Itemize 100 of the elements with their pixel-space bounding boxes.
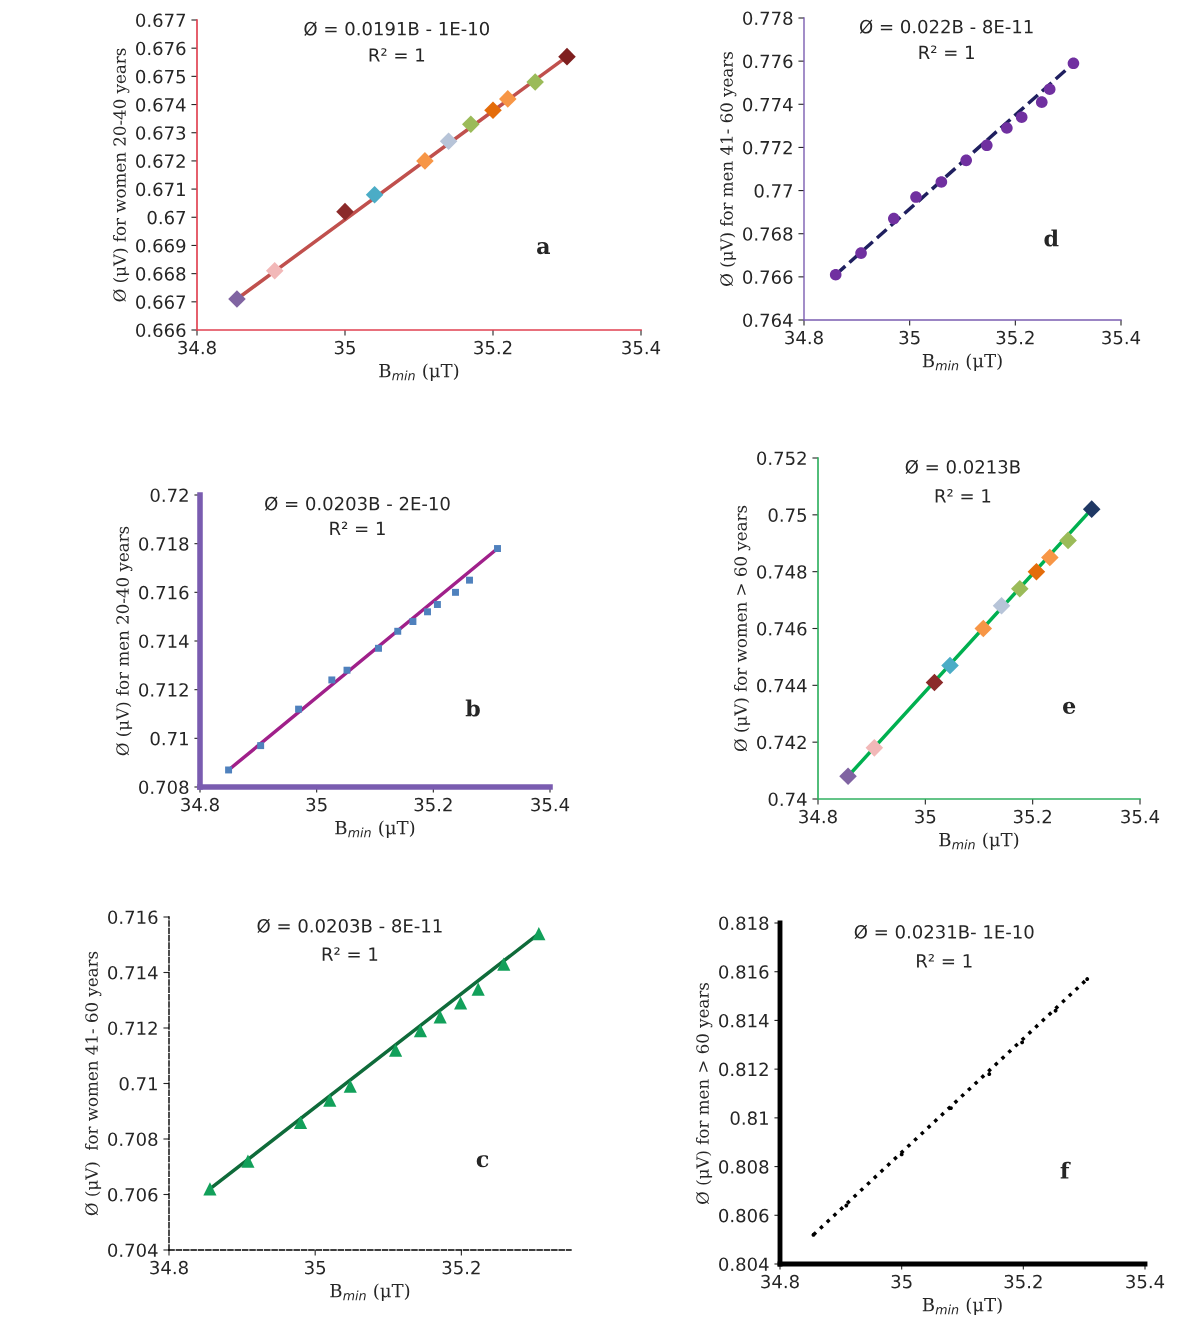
point (203, 1182, 217, 1196)
point (948, 1106, 953, 1111)
y-tick-label: 0.714 (139, 634, 189, 649)
x-tick-label: 35.4 (1102, 330, 1141, 345)
point (424, 608, 431, 616)
point (497, 957, 511, 971)
point (409, 618, 417, 626)
y-tick-label: 0.668 (136, 267, 186, 281)
y-tick-label: 0.818 (719, 916, 769, 931)
annotation: a (537, 242, 551, 255)
y-tick-label: 0.666 (136, 323, 186, 338)
y-tick-label: 0.768 (743, 227, 793, 241)
y-tick-label: 0.669 (136, 238, 186, 253)
y-tick-label: 0.71 (119, 1076, 157, 1091)
y-tick-label: 0.675 (136, 69, 186, 84)
y-tick-label: 0.674 (136, 98, 186, 112)
y-tick-label: 0.778 (743, 11, 793, 26)
point (257, 742, 265, 750)
point (1067, 57, 1080, 70)
x-tick-label: 35.2 (474, 340, 512, 355)
annotation: R² = 1 (917, 954, 972, 968)
annotation: R² = 1 (322, 947, 378, 961)
x-tick-label: 34.8 (761, 1274, 799, 1289)
point (1059, 531, 1077, 550)
y-tick-label: 0.676 (136, 41, 186, 56)
x-tick-label: 34.8 (785, 330, 823, 345)
y-tick-label: 0.667 (136, 295, 186, 309)
point (241, 1154, 255, 1168)
point (452, 588, 459, 596)
point (974, 619, 993, 638)
point (433, 1010, 447, 1024)
y-tick-label: 0.714 (108, 965, 158, 980)
point (1020, 1040, 1025, 1045)
x-tick-label: 35.2 (1004, 1274, 1042, 1289)
point (293, 1115, 308, 1129)
point (328, 676, 336, 684)
annotation: e (1063, 701, 1076, 714)
point (899, 1152, 904, 1157)
annotation: Ø = 0.0231B- 1E-10 (854, 924, 1034, 940)
x-tick-label: 35 (334, 340, 355, 355)
point (494, 545, 501, 553)
y-tick-label: 0.81 (730, 1111, 768, 1125)
x-axis-title: B$_{min}$ (μT) (330, 1283, 410, 1301)
point (394, 627, 402, 635)
x-tick-label: 34.8 (181, 797, 219, 812)
point (855, 247, 867, 259)
point (295, 705, 303, 713)
y-tick-label: 0.766 (743, 270, 793, 284)
point (462, 115, 480, 134)
y-tick-label: 0.814 (719, 1013, 769, 1028)
y-tick-label: 0.744 (757, 678, 807, 693)
point (1035, 96, 1048, 108)
x-tick-label: 35.2 (442, 1260, 480, 1275)
annotation: R² = 1 (330, 521, 385, 535)
x-tick-label: 35.4 (531, 797, 570, 812)
x-tick-label: 35.2 (1013, 809, 1051, 824)
annotation: b (465, 699, 480, 717)
annotation: c (476, 1155, 489, 1168)
point (499, 90, 517, 108)
point (532, 927, 546, 941)
y-tick-label: 0.746 (757, 621, 807, 636)
x-tick-label: 35.4 (1121, 809, 1160, 824)
y-tick-label: 0.716 (139, 585, 189, 600)
point (839, 767, 857, 786)
x-axis-title: B$_{min}$ (μT) (922, 353, 1002, 371)
point (888, 212, 900, 225)
y-tick-label: 0.77 (754, 184, 793, 198)
point (980, 139, 993, 152)
point (365, 185, 384, 204)
y-tick-label: 0.72 (150, 488, 188, 503)
point (375, 644, 382, 652)
point (829, 268, 842, 281)
point (439, 132, 458, 150)
x-tick-label: 35.4 (622, 340, 661, 355)
x-tick-label: 34.8 (150, 1260, 188, 1275)
point (1011, 579, 1029, 598)
y-tick-label: 0.748 (757, 565, 807, 579)
point (433, 601, 441, 608)
point (1085, 977, 1090, 981)
point (941, 656, 959, 675)
point (343, 1079, 357, 1093)
point (484, 101, 502, 119)
point (865, 739, 884, 757)
point (416, 152, 434, 170)
point (225, 766, 233, 774)
annotation: Ø = 0.0191B - 1E-10 (304, 21, 489, 36)
y-tick-label: 0.672 (136, 154, 185, 169)
annotation: Ø = 0.0203B - 2E-10 (265, 496, 450, 511)
annotation: Ø = 0.022B - 8E-11 (859, 19, 1033, 34)
y-tick-label: 0.718 (139, 537, 189, 551)
y-tick-label: 0.764 (743, 313, 793, 328)
x-axis-title: B$_{min}$ (μT) (335, 820, 415, 838)
point (1001, 122, 1013, 134)
y-tick-label: 0.704 (108, 1243, 158, 1258)
x-tick-label: 35 (899, 330, 920, 345)
point (466, 576, 473, 584)
annotation: R² = 1 (919, 45, 974, 59)
y-tick-label: 0.677 (136, 13, 186, 28)
point (935, 176, 948, 188)
annotation: Ø = 0.0203B - 8E-11 (257, 918, 442, 933)
